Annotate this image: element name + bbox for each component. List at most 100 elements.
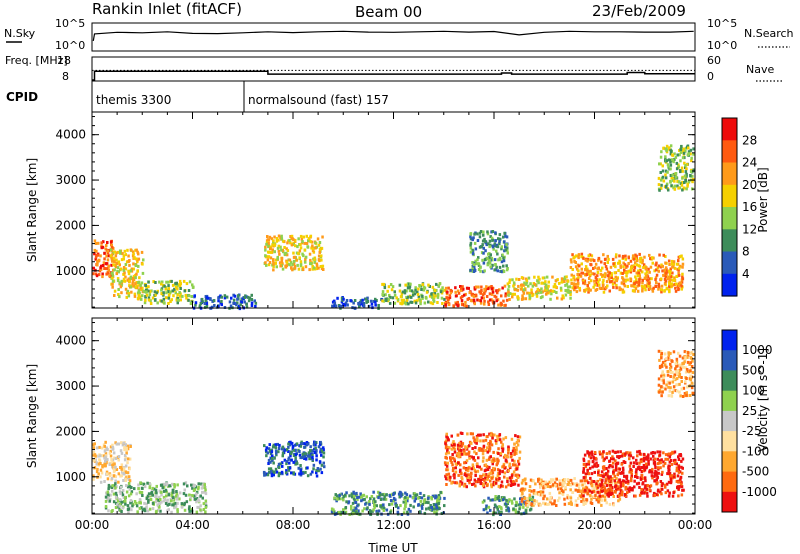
heatmap-cell	[454, 290, 457, 294]
heatmap-cell	[508, 498, 511, 502]
heatmap-cell	[690, 156, 693, 160]
heatmap-cell	[664, 147, 668, 151]
heatmap-cell	[520, 494, 523, 498]
heatmap-cell	[691, 178, 695, 181]
heatmap-cell	[502, 437, 505, 441]
heatmap-cell	[199, 301, 203, 305]
heatmap-cell	[117, 293, 120, 296]
heatmap-cell	[662, 376, 665, 380]
heatmap-cell	[487, 496, 490, 500]
heatmap-cell	[115, 251, 118, 255]
heatmap-cell	[303, 455, 307, 459]
heatmap-cell	[445, 456, 448, 460]
heatmap-cell	[138, 276, 141, 280]
heatmap-cell	[641, 477, 644, 480]
heatmap-cell	[176, 301, 179, 305]
x-tick-label: 12:00	[376, 518, 411, 532]
heatmap-cell	[217, 295, 221, 299]
heatmap-cell	[662, 381, 666, 385]
heatmap-cell	[624, 487, 628, 490]
heatmap-cell	[440, 296, 444, 300]
heatmap-cell	[491, 238, 494, 242]
heatmap-cell	[600, 470, 604, 474]
heatmap-cell	[470, 441, 473, 445]
heatmap-cell	[471, 261, 474, 264]
heatmap-cell	[137, 264, 140, 268]
heatmap-cell	[111, 282, 114, 286]
colorbar-tick-label: 8	[742, 245, 750, 259]
heatmap-cell	[617, 269, 620, 272]
heatmap-cell	[590, 497, 593, 501]
heatmap-cell	[403, 291, 407, 295]
heatmap-cell	[534, 492, 537, 496]
heatmap-cell	[404, 501, 408, 505]
heatmap-cell	[311, 264, 314, 268]
heatmap-cell	[107, 254, 110, 258]
heatmap-cell	[662, 273, 665, 277]
heatmap-cell	[290, 243, 294, 247]
heatmap-cell	[332, 508, 335, 512]
heatmap-cell	[538, 482, 542, 486]
heatmap-cell	[618, 254, 621, 258]
heatmap-cell	[292, 460, 295, 464]
heatmap-cell	[298, 472, 301, 476]
heatmap-cell	[147, 296, 151, 300]
heatmap-cell	[109, 254, 113, 258]
heatmap-cell	[480, 288, 483, 292]
heatmap-cell	[603, 472, 606, 476]
heatmap-cell	[685, 393, 688, 397]
heatmap-cell	[170, 279, 173, 283]
heatmap-cell	[577, 281, 580, 285]
heatmap-cell	[350, 507, 353, 511]
heatmap-cell	[463, 473, 467, 477]
heatmap-cell	[588, 452, 591, 456]
heatmap-cell	[382, 509, 386, 512]
heatmap-cell	[507, 449, 510, 453]
heatmap-cell	[592, 480, 596, 483]
heatmap-cell	[125, 291, 129, 295]
heatmap-cell	[569, 290, 572, 294]
heatmap-cell	[640, 473, 644, 477]
heatmap-cell	[280, 470, 284, 474]
heatmap-cell	[670, 474, 673, 478]
heatmap-cell	[433, 510, 436, 514]
heatmap-cell	[413, 499, 416, 503]
heatmap-cell	[592, 495, 595, 499]
heatmap-cell	[595, 461, 598, 465]
heatmap-cell	[433, 291, 437, 295]
heatmap-cell	[490, 433, 494, 437]
heatmap-cell	[486, 450, 489, 454]
heatmap-cell	[112, 500, 116, 504]
heatmap-cell	[692, 152, 695, 156]
heatmap-cell	[189, 495, 192, 499]
heatmap-cell	[518, 435, 522, 439]
heatmap-cell	[675, 383, 678, 387]
heatmap-cell	[98, 258, 101, 262]
heatmap-cell	[182, 492, 186, 496]
heatmap-cell	[127, 510, 130, 514]
heatmap-cell	[685, 163, 689, 167]
heatmap-cell	[195, 500, 198, 504]
heatmap-cell	[172, 496, 175, 500]
heatmap-cell	[126, 485, 130, 489]
heatmap-cell	[448, 294, 452, 298]
heatmap-cell	[628, 457, 631, 461]
heatmap-cell	[464, 445, 467, 449]
heatmap-cell	[111, 484, 114, 488]
colorbar-swatch	[722, 140, 737, 164]
heatmap-cell	[104, 459, 107, 463]
heatmap-cell	[594, 456, 597, 460]
heatmap-cell	[342, 303, 345, 306]
heatmap-cell	[294, 462, 297, 466]
heatmap-cell	[621, 452, 625, 456]
heatmap-cell	[122, 279, 126, 283]
heatmap-cell	[128, 457, 132, 461]
heatmap-cell	[124, 500, 127, 503]
heatmap-cell	[103, 480, 106, 483]
heatmap-cell	[151, 296, 155, 300]
velocity-plot-area	[92, 318, 695, 514]
heatmap-cell	[154, 281, 157, 284]
heatmap-cell	[313, 447, 316, 451]
heatmap-cell	[437, 502, 441, 505]
heatmap-cell	[451, 480, 455, 484]
